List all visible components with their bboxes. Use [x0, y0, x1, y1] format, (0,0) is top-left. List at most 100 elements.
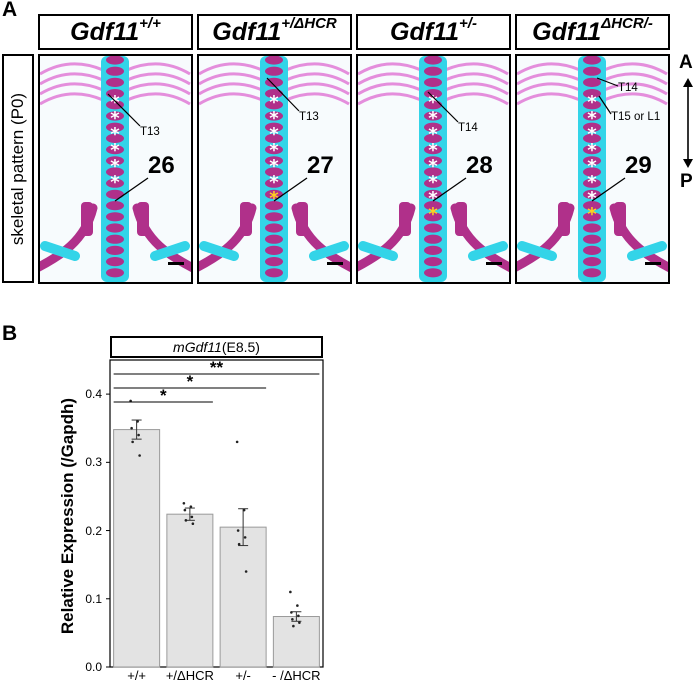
data-point — [243, 536, 247, 539]
vertebra — [265, 156, 283, 166]
vertebra — [106, 77, 124, 87]
count-pointer-line — [432, 177, 467, 202]
vertebra — [265, 223, 283, 233]
vertebra — [424, 245, 442, 255]
label-pointer-line — [107, 93, 141, 127]
y-tick-label: 0.0 — [85, 660, 102, 674]
vertebra — [424, 201, 442, 211]
panel-b-letter: B — [2, 322, 18, 345]
rib — [444, 62, 509, 76]
vertebra — [106, 268, 124, 278]
genotype-sup: +/- — [459, 14, 477, 32]
vertebra — [106, 66, 124, 76]
data-point — [235, 440, 239, 444]
bar — [272, 616, 320, 668]
data-point — [289, 590, 292, 594]
rib — [444, 72, 509, 86]
vertebra — [265, 89, 283, 99]
vertebra — [583, 257, 601, 267]
data-point — [236, 529, 240, 532]
vertebra — [583, 156, 601, 166]
ilium-left — [558, 202, 570, 236]
white-star-marker: * — [110, 156, 120, 177]
x-tick-label: +/+ — [127, 668, 147, 683]
vertebra — [106, 189, 124, 199]
vertebra — [424, 77, 442, 87]
white-star-marker: * — [269, 140, 279, 161]
genotype-header-dhcr-null: Gdf11 ΔHCR/- — [515, 14, 670, 50]
data-point — [191, 522, 195, 526]
white-star-marker: * — [269, 172, 279, 193]
vertebra — [424, 257, 442, 267]
rib — [603, 62, 668, 76]
bar — [219, 526, 267, 668]
ilium-right — [296, 202, 308, 236]
genotype-header-het-null: Gdf11 +/- — [356, 14, 511, 50]
label-pointer-line — [266, 77, 300, 112]
femur-head-left — [517, 241, 557, 261]
white-star-marker: * — [110, 92, 120, 113]
vertebra — [583, 56, 601, 65]
significance-label: * — [160, 386, 167, 405]
white-star-marker: * — [269, 108, 279, 129]
vertebra — [424, 223, 442, 233]
vertebra — [106, 167, 124, 177]
vertebra — [583, 178, 601, 188]
vertebra — [583, 111, 601, 121]
vertebra — [583, 122, 601, 132]
vertebra — [265, 111, 283, 121]
vertebra — [424, 167, 442, 177]
white-star-marker: * — [428, 188, 438, 209]
vertebra — [424, 56, 442, 65]
vertebra-label-t15-or-l1: T15 or L1 — [611, 111, 661, 123]
rib — [199, 72, 263, 86]
data-point — [131, 440, 134, 444]
white-star-marker: * — [269, 124, 279, 145]
vertebra — [583, 223, 601, 233]
data-point — [190, 515, 194, 519]
rib — [199, 92, 263, 106]
count-pointer-line — [273, 177, 308, 202]
femur-head-left — [358, 241, 398, 261]
vertebra — [424, 234, 442, 244]
vertebra — [265, 145, 283, 155]
white-star-marker: * — [110, 172, 120, 193]
vertebra — [265, 201, 283, 211]
vertebra — [265, 257, 283, 267]
vertebra — [265, 122, 283, 132]
vertebra — [106, 212, 124, 222]
rib — [517, 72, 581, 86]
axis-anterior-label: A — [679, 52, 693, 73]
skeletal-photo-2: * * * * * * * 27 T13 — [197, 54, 352, 284]
rib — [40, 72, 104, 86]
genotype-sup: +/ΔHCR — [281, 14, 337, 32]
rib — [285, 72, 350, 86]
vertebra-label-t14: T14 — [458, 122, 478, 134]
vertebra — [424, 122, 442, 132]
skeletal-photo-1: * * * * * * 26 T13 — [38, 54, 193, 284]
scale-bar — [486, 262, 502, 265]
vertebra — [583, 167, 601, 177]
rib — [358, 72, 422, 86]
bar — [113, 429, 161, 668]
white-star-marker: * — [428, 108, 438, 129]
vertebra — [106, 122, 124, 132]
vertebra — [583, 133, 601, 143]
vertebra — [424, 100, 442, 110]
ilium-right — [137, 202, 149, 236]
vertebra — [583, 245, 601, 255]
data-point — [291, 617, 294, 621]
label-pointer-line — [427, 91, 459, 123]
skeletal-photo-4: * * * * * * * * 29 T14 T15 or L1 — [515, 54, 670, 284]
rib — [285, 82, 350, 96]
vertebra — [265, 167, 283, 177]
femur-head-right — [309, 241, 349, 261]
rib — [358, 92, 422, 106]
white-star-marker: * — [587, 156, 597, 177]
anterior-posterior-arrow-icon — [683, 78, 693, 168]
ilium-right — [614, 202, 626, 236]
rib — [603, 72, 668, 86]
vertebra — [265, 66, 283, 76]
data-point — [130, 426, 133, 430]
